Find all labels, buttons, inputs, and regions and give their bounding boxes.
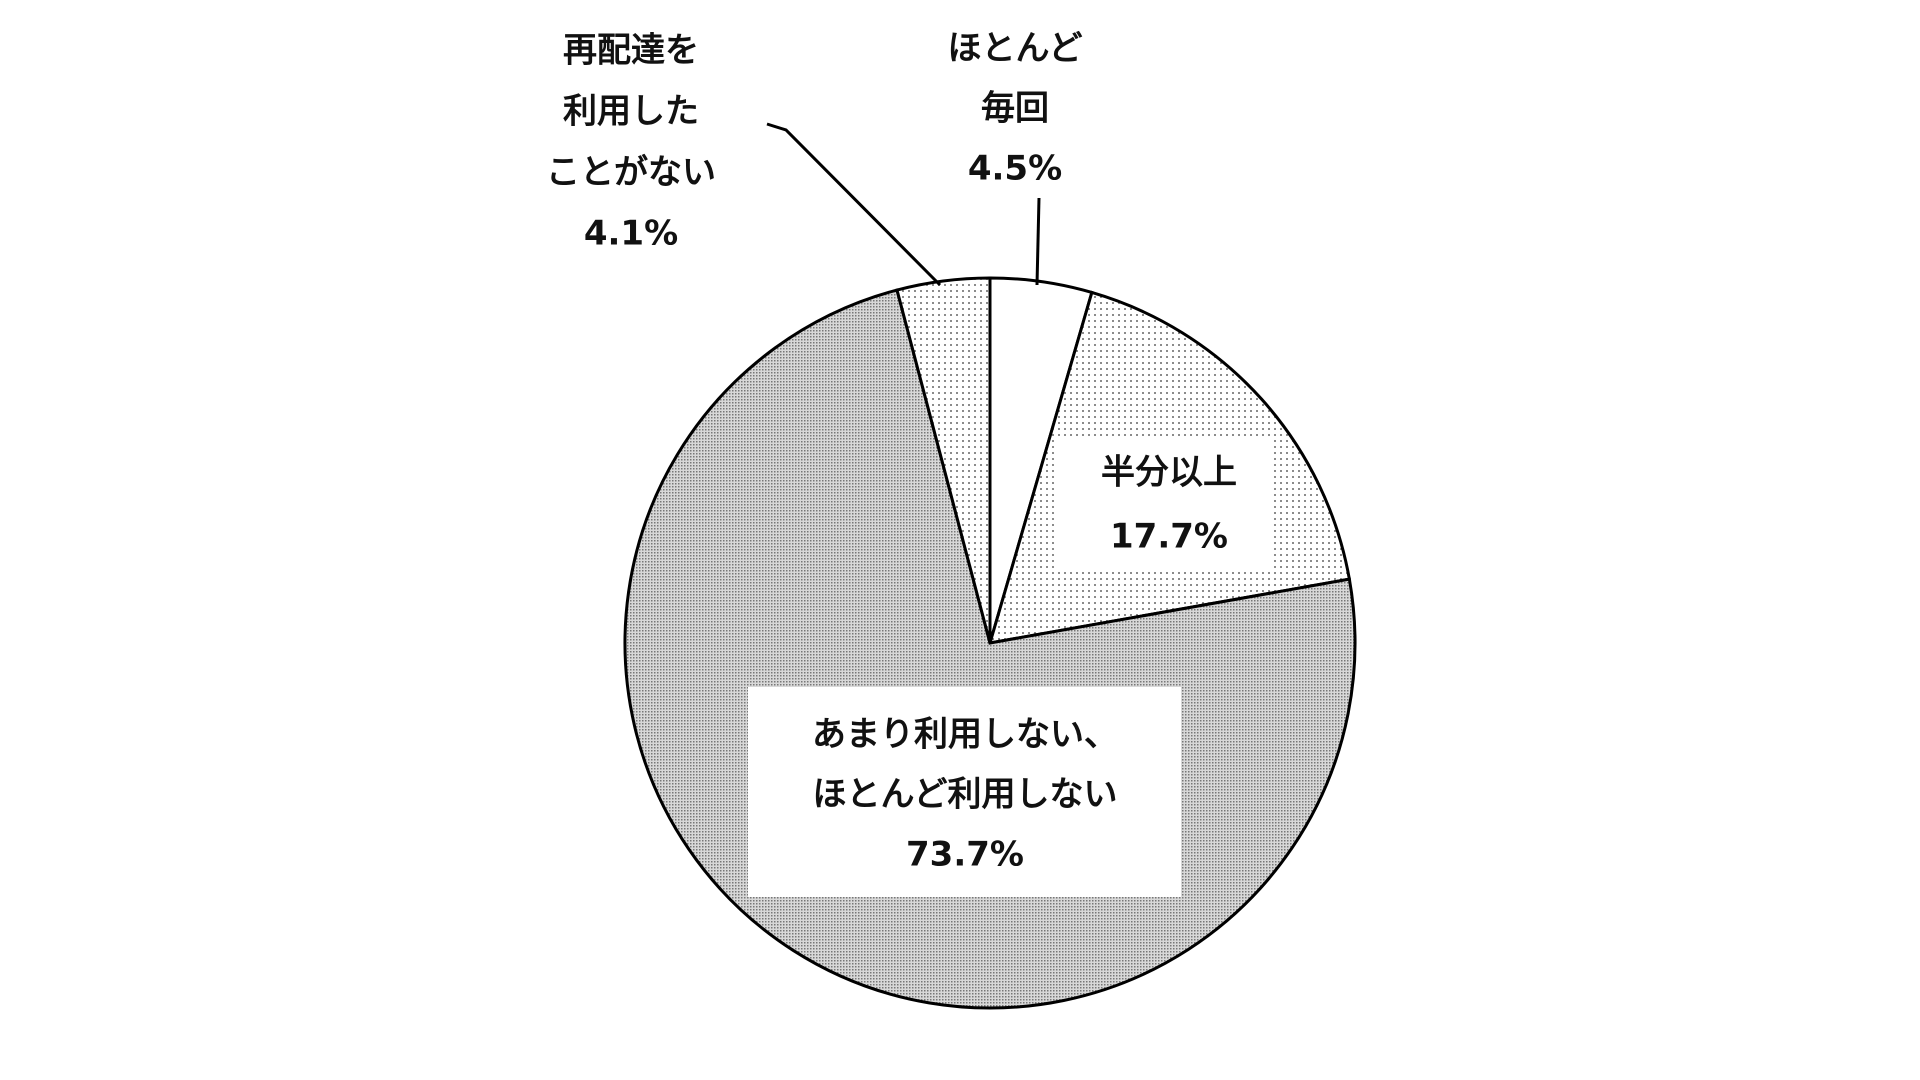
value-label: 73.7% — [906, 835, 1024, 875]
pie-slice — [895, 276, 992, 644]
value-label: 4.5% — [968, 149, 1062, 189]
slice-label: ほとんど利用しない — [813, 775, 1118, 815]
label-box — [1058, 439, 1274, 569]
slice-label: 半分以上 — [1101, 453, 1237, 493]
leader-line — [1035, 197, 1041, 286]
slices — [623, 276, 1357, 1010]
slice-label: 再配達を — [563, 31, 699, 71]
slice-label: ことがない — [546, 153, 716, 193]
leader-line — [766, 122, 942, 287]
slice-label: 利用した — [563, 92, 699, 132]
slice-label: 毎回 — [981, 89, 1049, 129]
value-label: 17.7% — [1110, 517, 1228, 557]
label-box — [748, 687, 1181, 897]
slice-label: あまり利用しない、 — [812, 715, 1118, 755]
value-label: 4.1% — [584, 214, 678, 254]
slice-label: ほとんど — [948, 29, 1083, 69]
